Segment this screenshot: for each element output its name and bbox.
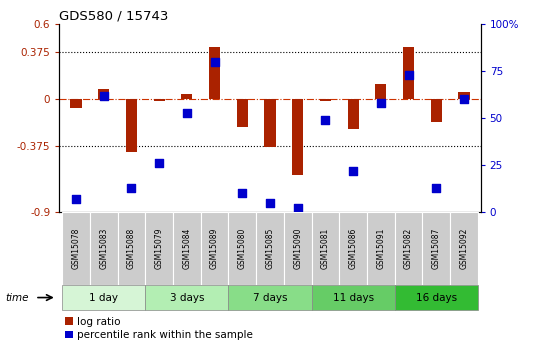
Bar — [181, 94, 192, 99]
Text: 16 days: 16 days — [416, 293, 457, 303]
Point — [155, 160, 164, 166]
Text: GSM15087: GSM15087 — [432, 228, 441, 269]
Point — [183, 110, 191, 115]
Bar — [209, 47, 220, 99]
Text: 1 day: 1 day — [89, 293, 118, 303]
Bar — [62, 212, 90, 285]
Bar — [62, 285, 145, 310]
Bar — [237, 99, 248, 127]
Bar — [265, 99, 275, 147]
Bar — [98, 89, 109, 99]
Text: GSM15086: GSM15086 — [349, 228, 357, 269]
Point — [127, 185, 136, 190]
Bar — [228, 285, 312, 310]
Bar — [126, 99, 137, 152]
Text: GSM15082: GSM15082 — [404, 228, 413, 269]
Bar — [145, 285, 228, 310]
Bar — [320, 99, 331, 101]
Bar — [458, 92, 469, 99]
Text: GSM15081: GSM15081 — [321, 228, 330, 269]
Text: time: time — [5, 293, 29, 303]
Text: GSM15085: GSM15085 — [266, 228, 274, 269]
Bar — [395, 212, 422, 285]
Point — [210, 59, 219, 65]
Bar — [201, 212, 228, 285]
Bar — [422, 212, 450, 285]
Point — [376, 100, 385, 106]
Point — [72, 196, 80, 202]
Bar — [90, 212, 118, 285]
Bar — [348, 99, 359, 129]
Bar — [173, 212, 201, 285]
Bar — [284, 212, 312, 285]
Text: GSM15084: GSM15084 — [183, 228, 191, 269]
Bar — [450, 212, 478, 285]
Bar — [312, 285, 395, 310]
Text: GSM15091: GSM15091 — [376, 228, 386, 269]
Text: GSM15088: GSM15088 — [127, 228, 136, 269]
Point — [349, 168, 357, 174]
Point — [432, 185, 441, 190]
Text: GSM15089: GSM15089 — [210, 228, 219, 269]
Text: 3 days: 3 days — [170, 293, 204, 303]
Bar — [312, 212, 339, 285]
Text: GSM15080: GSM15080 — [238, 228, 247, 269]
Text: 11 days: 11 days — [333, 293, 374, 303]
Point — [99, 93, 108, 98]
Bar — [118, 212, 145, 285]
Text: GSM15092: GSM15092 — [460, 228, 469, 269]
Point — [238, 190, 247, 196]
Bar — [395, 285, 478, 310]
Bar — [145, 212, 173, 285]
Point — [404, 72, 413, 78]
Bar — [71, 99, 82, 108]
Text: GSM15083: GSM15083 — [99, 228, 108, 269]
Point — [266, 200, 274, 206]
Bar — [256, 212, 284, 285]
Point — [460, 97, 468, 102]
Text: 7 days: 7 days — [253, 293, 287, 303]
Point — [321, 117, 330, 123]
Text: GSM15079: GSM15079 — [154, 228, 164, 269]
Text: GDS580 / 15743: GDS580 / 15743 — [59, 10, 169, 23]
Text: GSM15078: GSM15078 — [71, 228, 80, 269]
Bar — [367, 212, 395, 285]
Bar — [292, 99, 303, 175]
Bar — [228, 212, 256, 285]
Bar — [431, 99, 442, 122]
Bar — [153, 99, 165, 101]
Legend: log ratio, percentile rank within the sample: log ratio, percentile rank within the sa… — [65, 317, 253, 340]
Text: GSM15090: GSM15090 — [293, 228, 302, 269]
Bar — [375, 84, 387, 99]
Bar — [339, 212, 367, 285]
Bar — [403, 47, 414, 99]
Point — [293, 206, 302, 211]
